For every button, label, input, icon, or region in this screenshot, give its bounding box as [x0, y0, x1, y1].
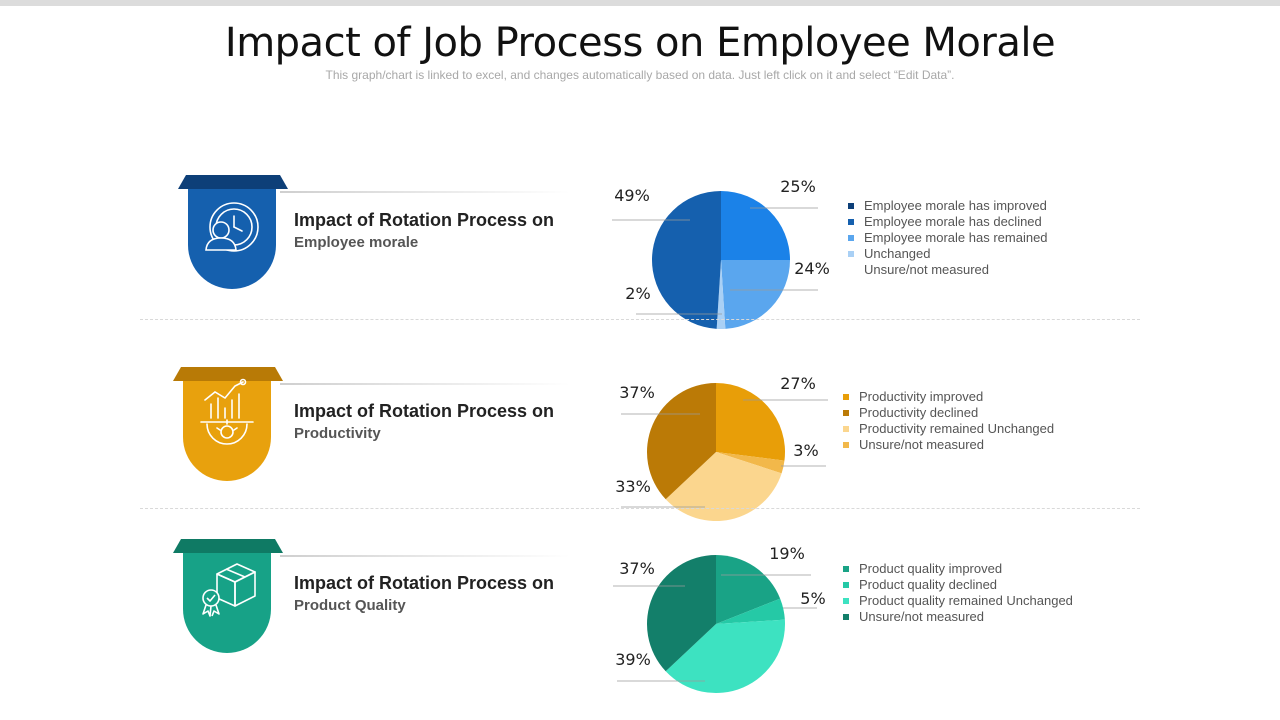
legend-label: Employee morale has remained: [864, 230, 1048, 245]
productivity-chart-gear-icon: [200, 378, 254, 445]
pie-chart-productivity: 27% 3% 33% 37%: [615, 374, 828, 521]
row-productivity: Impact of Rotation Process on Productivi…: [0, 362, 1280, 532]
legend-item: Product quality declined: [843, 577, 1073, 593]
legend-item: Unsure/not measured: [843, 609, 1073, 625]
legend-item: Unchanged: [848, 246, 1048, 262]
legend-item: Productivity improved: [843, 389, 1054, 405]
slice-label: 19%: [769, 544, 805, 563]
legend-swatch: [843, 566, 849, 572]
row-product-quality: Impact of Rotation Process on Product Qu…: [0, 534, 1280, 704]
legend-swatch: [843, 598, 849, 604]
legend-swatch: [843, 442, 849, 448]
page-title: Impact of Job Process on Employee Morale: [224, 20, 1056, 66]
slice-label: 33%: [615, 477, 651, 496]
row-employee-morale: Impact of Rotation Process on Employee m…: [0, 170, 1280, 340]
row-subheading: Product Quality: [294, 597, 406, 614]
row-heading: Impact of Rotation Process on: [294, 210, 555, 230]
pie-slice: [647, 555, 716, 672]
top-bar: [0, 0, 1280, 6]
legend-swatch: [848, 203, 854, 209]
legend-item: Product quality improved: [843, 561, 1073, 577]
legend-label: Product quality improved: [859, 561, 1003, 576]
row-heading: Impact of Rotation Process on: [294, 401, 555, 421]
legend-item: Productivity declined: [843, 405, 1054, 421]
employee-clock-icon: [205, 202, 259, 252]
badge-shape: [183, 381, 271, 481]
legend-label: Unsure/not measured: [859, 437, 985, 452]
pie-chart-product-quality: 19% 5% 39% 37%: [613, 544, 826, 693]
legend-label: Employee morale has declined: [864, 214, 1042, 229]
legend-label: Productivity remained Unchanged: [859, 421, 1055, 436]
connector-line: [280, 555, 570, 557]
row-subheading: Productivity: [294, 425, 381, 442]
pie-slice: [647, 383, 716, 500]
section-divider: [140, 319, 1140, 320]
legend-item: Product quality remained Unchanged: [843, 593, 1073, 609]
legend-employee-morale: Employee morale has improved Employee mor…: [848, 198, 1048, 278]
pie-slice: [665, 452, 782, 521]
pie-slice: [721, 260, 790, 329]
legend-label: Unsure/not measured: [859, 609, 985, 624]
pie-slice: [652, 191, 721, 329]
row-subheading: Employee morale: [294, 234, 419, 251]
pie-slice: [716, 555, 781, 624]
legend-swatch: [848, 219, 854, 225]
legend-swatch: [848, 251, 854, 257]
legend-item: Employee morale has remained: [848, 230, 1048, 246]
box-quality-badge-icon: [202, 563, 256, 617]
slice-label: 37%: [619, 383, 655, 402]
connector-line: [280, 383, 570, 385]
legend-label: Employee morale has improved: [864, 198, 1047, 213]
legend-product-quality: Product quality improved Product quality …: [843, 561, 1073, 625]
pie-slice: [721, 191, 790, 260]
section-divider: [140, 508, 1140, 509]
legend-swatch: [843, 394, 849, 400]
pie-slice: [716, 598, 785, 624]
connector-line: [280, 191, 570, 193]
badge-ribbon: [173, 367, 283, 381]
slice-label: 39%: [615, 650, 651, 669]
legend-label: Productivity declined: [859, 405, 979, 420]
legend-productivity: Productivity improved Productivity declin…: [843, 389, 1054, 453]
row-heading: Impact of Rotation Process on: [294, 573, 555, 593]
badge-product-quality: [173, 539, 283, 653]
slice-label: 2%: [625, 284, 650, 303]
legend-swatch: [843, 410, 849, 416]
legend-item: Employee morale has declined: [848, 214, 1048, 230]
slice-label: 49%: [614, 186, 650, 205]
legend-swatch: [843, 614, 849, 620]
legend-item: Employee morale has improved: [848, 198, 1048, 214]
legend-label: Unchanged: [864, 246, 931, 261]
legend-swatch: [843, 426, 849, 432]
pie-slice: [716, 260, 726, 329]
badge-ribbon: [178, 175, 288, 189]
badge-productivity: [173, 367, 283, 481]
pie-slice: [716, 383, 785, 461]
legend-item: Productivity remained Unchanged: [843, 421, 1054, 437]
legend-label: Product quality remained Unchanged: [859, 593, 1073, 608]
slice-label: 5%: [800, 589, 825, 608]
legend-item: Unsure/not measured: [848, 262, 1048, 278]
pie-slice: [665, 619, 785, 693]
legend-label: Product quality declined: [859, 577, 998, 592]
slice-label: 27%: [780, 374, 816, 393]
legend-swatch: [843, 582, 849, 588]
slice-label: 24%: [794, 259, 830, 278]
slice-label: 3%: [793, 441, 818, 460]
legend-swatch: [848, 235, 854, 241]
slice-label: 25%: [780, 177, 816, 196]
pie-slice: [716, 452, 785, 474]
legend-label: Unsure/not measured: [864, 262, 990, 277]
badge-ribbon: [173, 539, 283, 553]
legend-item: Unsure/not measured: [843, 437, 1054, 453]
slice-label: 37%: [619, 559, 655, 578]
badge-employee-morale: [178, 175, 288, 289]
legend-label: Productivity improved: [859, 389, 984, 404]
pie-chart-employee-morale: 25% 24% 2% 49%: [612, 177, 830, 329]
page-subtitle: This graph/chart is linked to excel, and…: [325, 68, 955, 82]
badge-shape: [188, 189, 276, 289]
